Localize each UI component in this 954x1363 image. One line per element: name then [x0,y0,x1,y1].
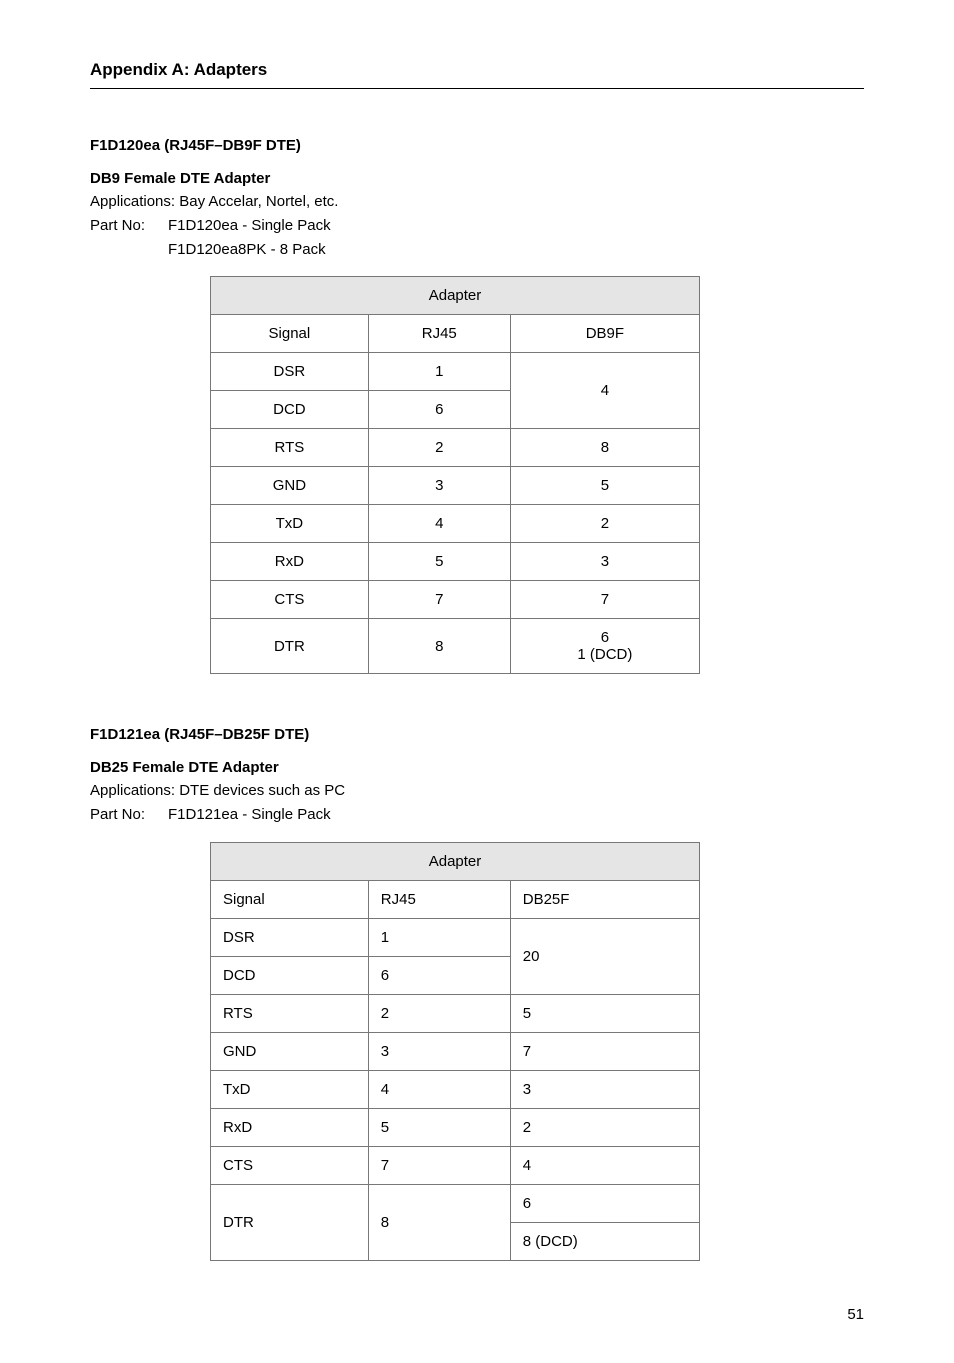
table2-col-signal: Signal [211,880,369,918]
table-cell: 2 [368,994,510,1032]
table-cell: 1 [368,918,510,956]
table-cell: 8 [368,1184,510,1260]
table-cell: 5 [510,994,699,1032]
table-cell: 2 [510,1108,699,1146]
section2-code: F1D121ea (RJ45F–DB25F DTE) [90,726,864,743]
adapter-table-2: Adapter Signal RJ45 DB25F DSR 1 20 DCD 6… [210,842,700,1261]
table-cell: DSR [211,918,369,956]
table2-col-rj45: RJ45 [368,880,510,918]
table-cell: 6 [510,1184,699,1222]
adapter-table-1: Adapter Signal RJ45 DB9F DSR 1 4 DCD 6 R… [210,276,700,674]
section2-partno-line1: Part No:F1D121ea - Single Pack [90,804,864,826]
section2-title: DB25 Female DTE Adapter [90,759,864,776]
table-cell: 7 [510,581,699,619]
section1-code: F1D120ea (RJ45F–DB9F DTE) [90,137,864,154]
table-cell: RTS [211,994,369,1032]
section1-table-wrap: Adapter Signal RJ45 DB9F DSR 1 4 DCD 6 R… [210,276,864,674]
table-cell: TxD [211,505,369,543]
table-cell: RTS [211,429,369,467]
partno-value1: F1D120ea - Single Pack [168,217,331,234]
table-cell: 4 [368,505,510,543]
table-cell: DCD [211,956,369,994]
table-cell: 7 [368,581,510,619]
partno-label: Part No: [90,215,168,237]
section2-applications: Applications: DTE devices such as PC [90,780,864,802]
table2-col-target: DB25F [510,880,699,918]
table-cell: 6 1 (DCD) [510,619,699,674]
table2-caption: Adapter [211,842,700,880]
table-cell: CTS [211,581,369,619]
table-cell: 4 [510,1146,699,1184]
section1-partno-line2: F1D120ea8PK - 8 Pack [90,239,864,261]
table-cell: RxD [211,1108,369,1146]
table-cell: GND [211,467,369,505]
table-cell: GND [211,1032,369,1070]
table-cell: 7 [510,1032,699,1070]
page-header: Appendix A: Adapters [90,60,864,89]
table1-caption: Adapter [211,277,700,315]
section1-partno-line1: Part No:F1D120ea - Single Pack [90,215,864,237]
table-cell: DTR [211,1184,369,1260]
table1-col-target: DB9F [510,315,699,353]
table-cell: 8 (DCD) [510,1222,699,1260]
table-cell: 6 [368,391,510,429]
table-cell: DSR [211,353,369,391]
section1-applications: Applications: Bay Accelar, Nortel, etc. [90,191,864,213]
table-cell: TxD [211,1070,369,1108]
table-cell: 4 [510,353,699,429]
partno-value1: F1D121ea - Single Pack [168,806,331,823]
table-cell: DCD [211,391,369,429]
table1-col-rj45: RJ45 [368,315,510,353]
table-cell: 4 [368,1070,510,1108]
table-cell: 3 [368,467,510,505]
table-cell: 3 [510,1070,699,1108]
table-cell: DTR [211,619,369,674]
table-cell: 8 [368,619,510,674]
table-cell: 1 [368,353,510,391]
table1-col-signal: Signal [211,315,369,353]
section1-title: DB9 Female DTE Adapter [90,170,864,187]
table-cell: 7 [368,1146,510,1184]
table-cell: 2 [510,505,699,543]
page-number: 51 [847,1306,864,1323]
table-cell: 5 [368,1108,510,1146]
table-cell: 6 [368,956,510,994]
table-cell: 3 [368,1032,510,1070]
table-cell: CTS [211,1146,369,1184]
table-cell: 3 [510,543,699,581]
table-cell: 5 [368,543,510,581]
table-cell: 8 [510,429,699,467]
section2-table-wrap: Adapter Signal RJ45 DB25F DSR 1 20 DCD 6… [210,842,864,1261]
table-cell: 2 [368,429,510,467]
table-cell: 5 [510,467,699,505]
partno-label: Part No: [90,804,168,826]
table-cell: 20 [510,918,699,994]
table-cell: RxD [211,543,369,581]
